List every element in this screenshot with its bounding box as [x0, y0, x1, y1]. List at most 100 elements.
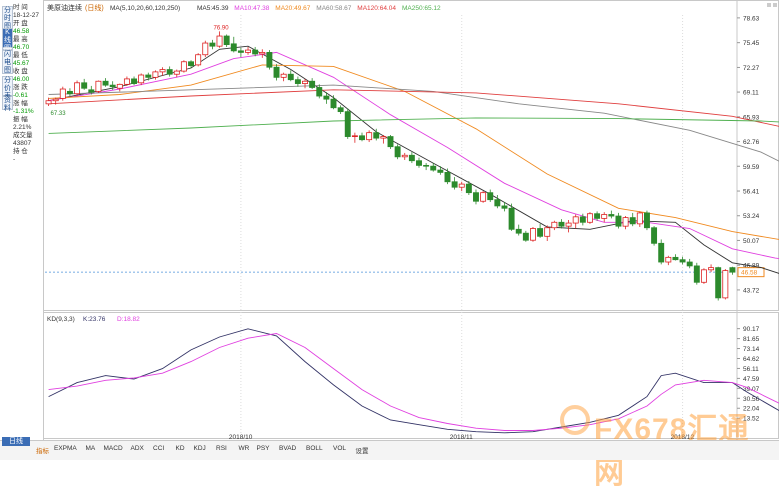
candle-body: [565, 222, 572, 227]
info-label: 振 幅: [13, 116, 28, 123]
info-value: -1.31%: [13, 108, 34, 115]
candle-body: [444, 172, 451, 183]
indicator-tab-kd[interactable]: KD: [175, 445, 185, 452]
indicator-tab-bvad[interactable]: BVAD: [279, 445, 297, 452]
candle-body: [572, 216, 579, 224]
last-price-label: 46.58: [741, 270, 758, 277]
info-value: 46.00: [13, 76, 30, 83]
info-label: 收 盘: [13, 68, 28, 75]
candle-body: [351, 135, 358, 137]
ma-line-ma20: [48, 64, 779, 240]
indicator-tab-bar: 指标 EXPMA MA MACD ADX CCI KD KDJ RSI WR PSY BVAD BOLL…: [0, 440, 779, 460]
candle-body: [430, 165, 437, 171]
x-tick-label: 2018/10: [229, 434, 253, 440]
last-price-box: [737, 267, 765, 278]
candle-body: [81, 82, 88, 89]
indicator-tab-rsi[interactable]: RSI: [216, 445, 227, 452]
candle-body: [515, 228, 522, 234]
candle-body: [323, 95, 330, 100]
x-tick-label: 2018/11: [450, 434, 473, 440]
y-tick-label: 62.76: [743, 139, 760, 146]
kd-y-tick-label: 81.65: [743, 336, 760, 343]
candle-body: [266, 52, 273, 68]
candle-body: [280, 73, 287, 78]
y-tick-label: 53.24: [743, 213, 760, 220]
kd-k-value: K:23.76: [83, 316, 106, 323]
candle-body: [537, 228, 544, 237]
indicator-tab-ma[interactable]: MA: [85, 445, 96, 452]
candle-body: [622, 217, 629, 227]
candle-body: [102, 80, 109, 86]
indicator-tab-boll[interactable]: BOLL: [306, 445, 323, 452]
candle-body: [651, 227, 658, 244]
ma-params: MA(5,10,20,60,120,250): [110, 5, 180, 12]
kline-chart[interactable]: 78.63 75.45 72.27 69.11 65.93 62.76 59.59 56.41…: [43, 0, 779, 440]
indicator-tab-指标[interactable]: 指标: [36, 448, 49, 455]
candle-body: [180, 61, 187, 72]
candle-body: [679, 259, 686, 263]
tab-info[interactable]: 资料: [2, 96, 13, 112]
candle-body: [209, 42, 216, 47]
indicator-tab-psy[interactable]: PSY: [256, 445, 270, 452]
y-tick-label: 69.11: [743, 90, 759, 97]
candle-body: [473, 192, 479, 202]
indicator-tab-设置[interactable]: 设置: [355, 448, 369, 455]
candle-body: [223, 35, 230, 46]
candle-body: [66, 90, 73, 95]
candle-body: [522, 232, 529, 241]
candle-body: [480, 192, 487, 202]
ma-value-label: MA10:47.38: [234, 5, 269, 12]
y-tick-label: 50.07: [743, 238, 760, 245]
period-tab[interactable]: 日线: [2, 437, 30, 446]
indicator-tab-macd[interactable]: MACD: [103, 445, 123, 452]
candle-body: [159, 69, 166, 73]
tab-kline[interactable]: K线图: [2, 28, 13, 52]
candle-body: [373, 132, 380, 139]
ma-line-ma120: [48, 89, 779, 127]
tab-price-table[interactable]: 分价表: [2, 76, 13, 100]
ma-value-label: MA20:49.67: [275, 5, 310, 12]
candle-body: [273, 66, 280, 78]
candle-body: [416, 160, 422, 166]
indicator-tab-cci[interactable]: CCI: [153, 445, 165, 452]
candle-body: [394, 146, 401, 158]
indicator-tab-wr[interactable]: WR: [238, 445, 250, 452]
ma-value-label: MA120:64.04: [357, 5, 396, 12]
info-label: 持 仓: [13, 148, 28, 155]
y-tick-label: 56.41: [743, 189, 760, 196]
quote-info-panel: 时 间 18-12-27 开 盘 46.58 最 高 46.70 最 低 45.67 收 盘 46…: [13, 4, 43, 164]
candle-body: [380, 136, 387, 139]
candle-body: [237, 50, 244, 53]
candle-body: [294, 79, 301, 84]
candle-body: [558, 221, 565, 227]
candle-body: [629, 217, 636, 225]
candle-body: [59, 88, 66, 99]
left-sidebar: 分时图 K线图 闪电图 分价表 资料 时 间18-12-27开 盘46.58最 …: [0, 0, 44, 440]
candle-body: [643, 212, 650, 229]
candle-body: [579, 216, 586, 223]
kd-y-tick-label: 22.04: [743, 406, 760, 413]
info-label: 最 高: [13, 36, 28, 43]
y-tick-label: 65.93: [743, 114, 760, 121]
indicator-tab-adx[interactable]: ADX: [130, 445, 144, 452]
info-value: 46.58: [13, 28, 30, 35]
indicator-tab-vol[interactable]: VOL: [333, 445, 347, 452]
indicator-tab-expma[interactable]: EXPMA: [54, 445, 77, 452]
candle-body: [330, 98, 337, 109]
candle-body: [188, 61, 195, 67]
candle-body: [658, 242, 665, 263]
ma-line-ma250: [48, 117, 779, 134]
candle-body: [437, 169, 444, 173]
tab-flash[interactable]: 闪电图: [2, 50, 13, 74]
candle-body: [544, 227, 551, 237]
kd-y-tick-label: 64.62: [743, 356, 760, 363]
candle-body: [230, 43, 237, 52]
y-tick-label: 72.27: [743, 65, 760, 72]
candle-body: [401, 154, 408, 158]
y-tick-label: 59.59: [743, 164, 760, 171]
indicator-tab-kdj[interactable]: KDJ: [193, 445, 206, 452]
info-label: 涨 幅: [13, 100, 28, 107]
candle-body: [686, 261, 693, 267]
candle-body: [508, 207, 515, 230]
candle-body: [302, 80, 308, 84]
